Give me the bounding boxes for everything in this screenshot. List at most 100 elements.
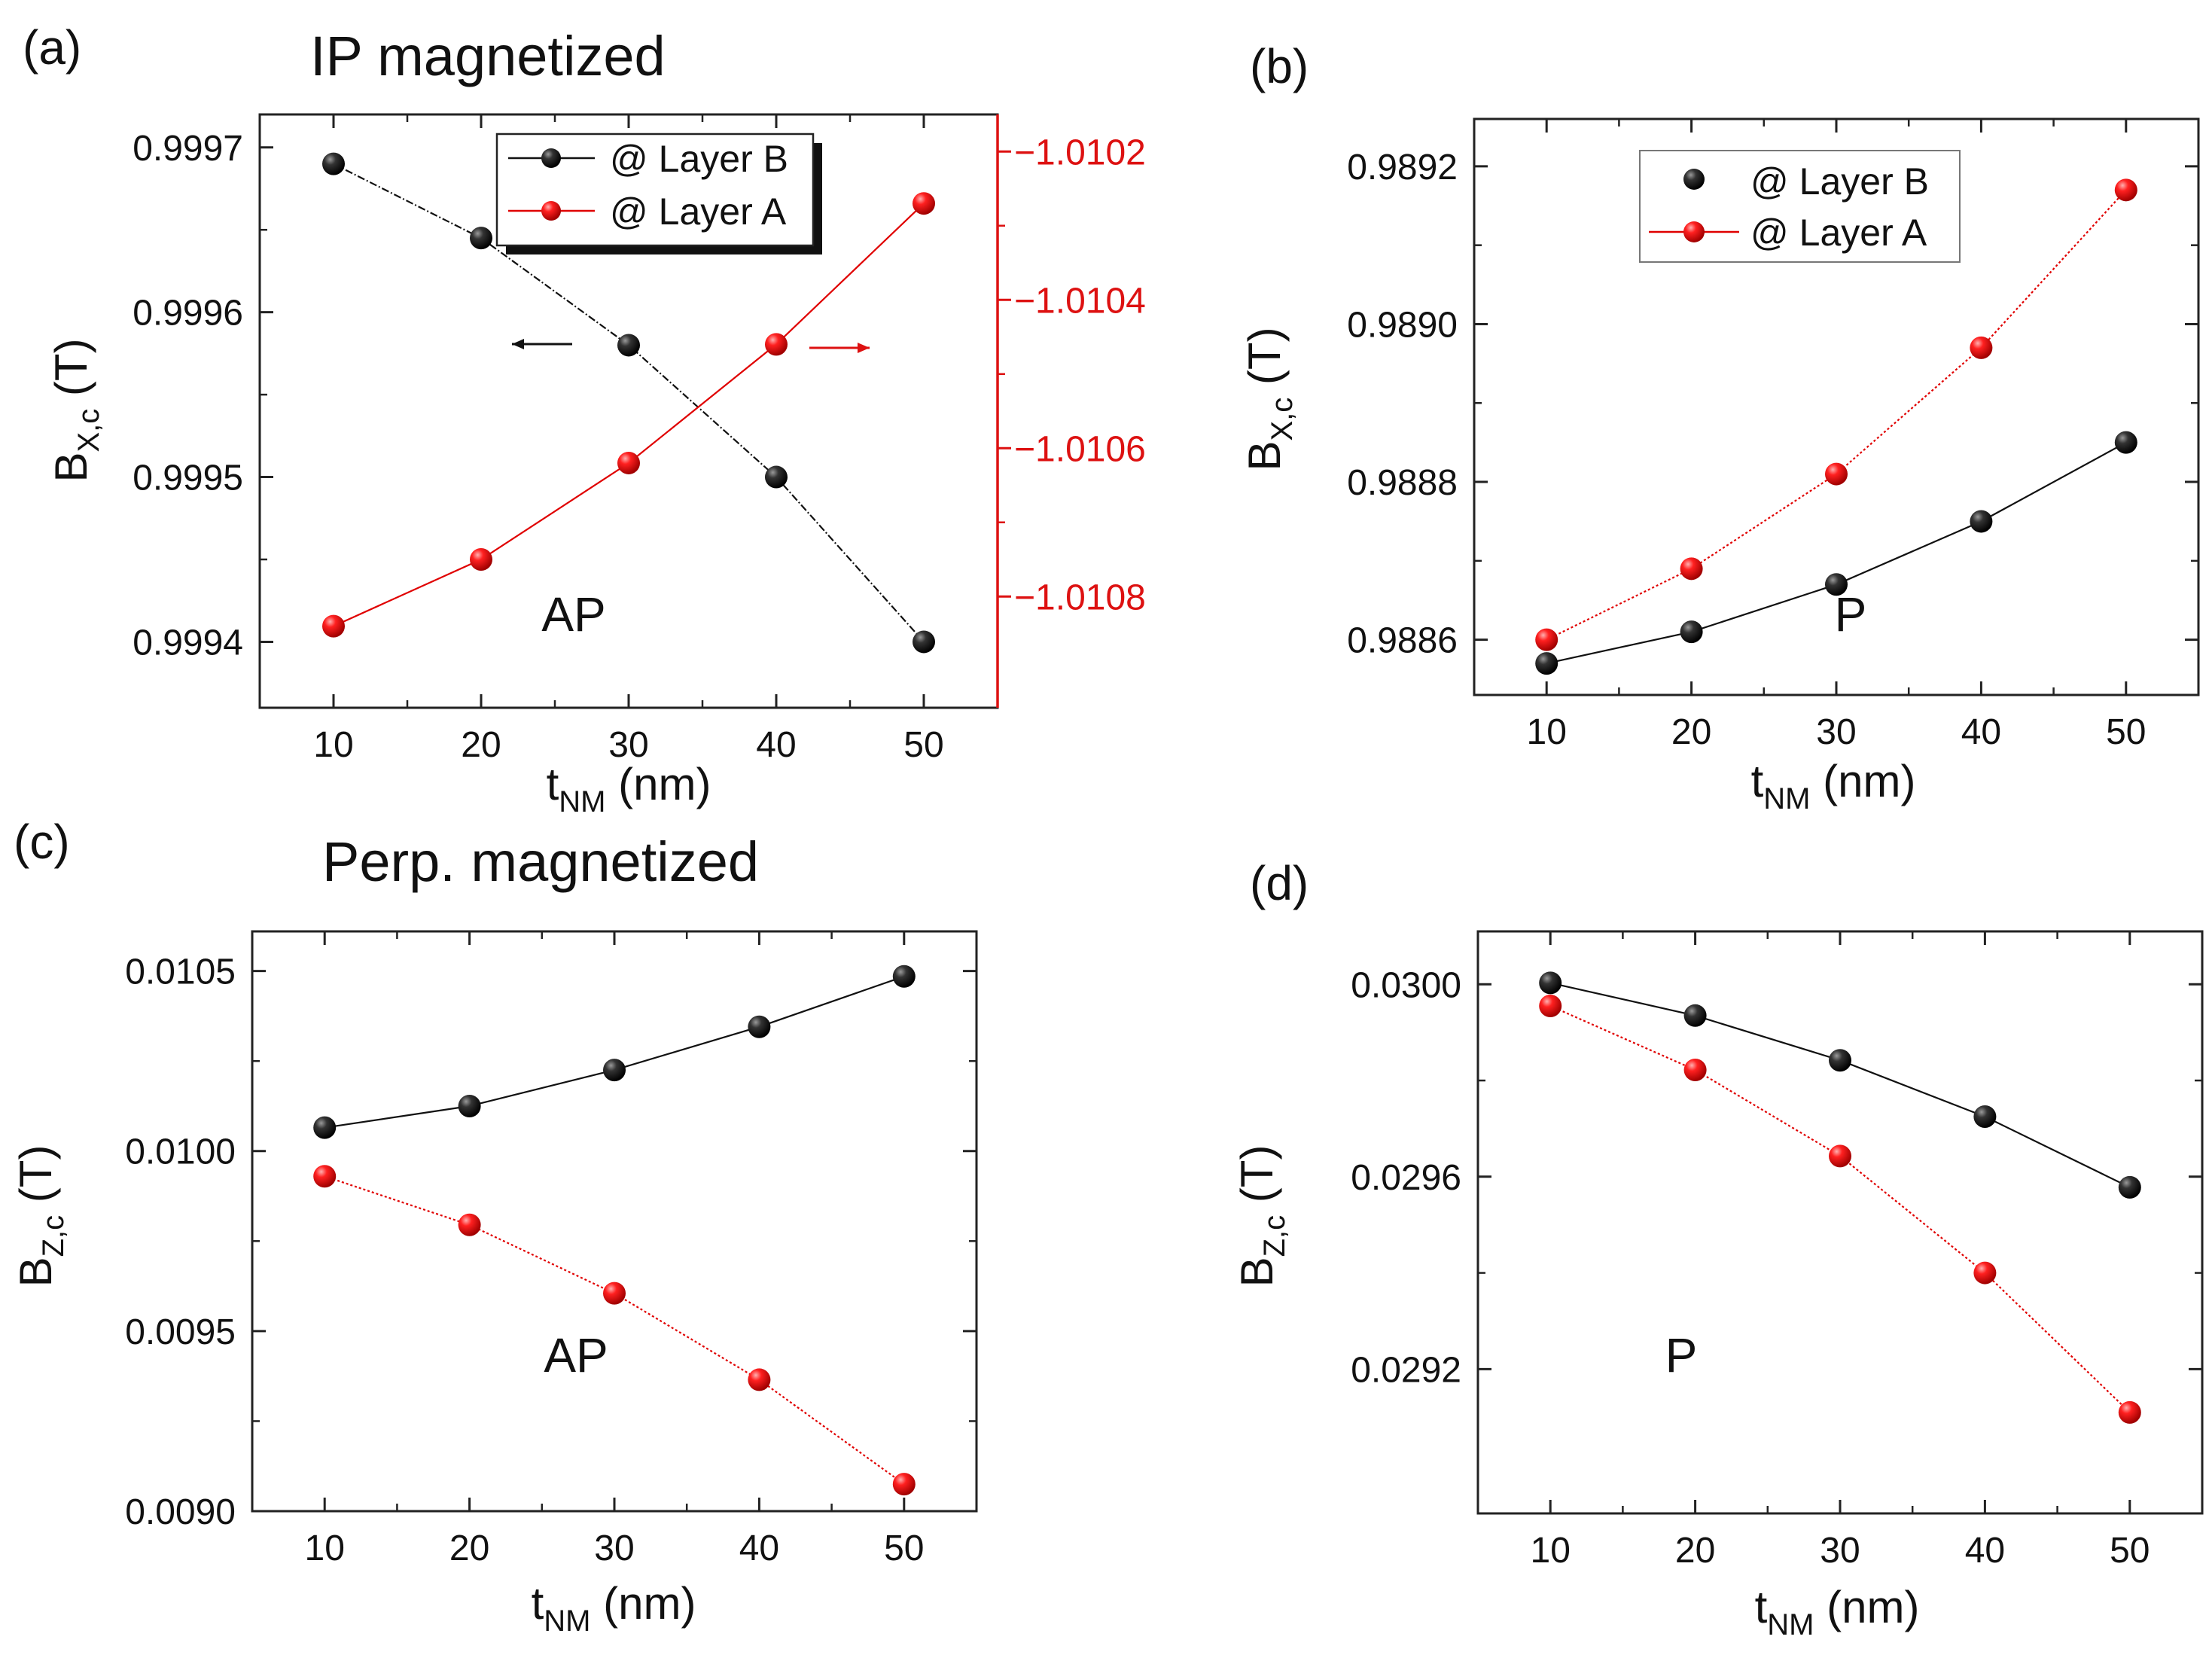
layer-b-point <box>603 1059 626 1082</box>
annotation-text: AP <box>544 1328 608 1382</box>
x-axis-ticks: 10 20 30 40 50 <box>1531 931 2150 1571</box>
x-tick-label: 30 <box>594 1528 634 1568</box>
y-axis-label: BX,c (T) <box>1239 327 1299 471</box>
layer-a-point <box>458 1213 481 1236</box>
x-axis-label: tNM (nm) <box>547 759 711 818</box>
right-axis-arrow <box>809 343 870 353</box>
series-group <box>313 965 916 1496</box>
y2-tick-label: −1.0106 <box>1014 429 1146 469</box>
layer-b-line <box>333 163 925 643</box>
panel-label: (b) <box>1250 39 1309 93</box>
layer-a-point <box>617 451 640 474</box>
y-tick-label: 0.0105 <box>125 952 236 992</box>
y2-tick-label: −1.0108 <box>1014 578 1146 617</box>
layer-a-line <box>324 1175 905 1485</box>
x-axis-ticks: 10 20 30 40 50 <box>313 114 944 765</box>
layer-a-point <box>1970 336 1993 359</box>
layer-a-point <box>322 614 345 638</box>
layer-b-point <box>313 1116 337 1139</box>
layer-b-point <box>1539 971 1562 995</box>
layer-b-point <box>2114 431 2137 454</box>
layer-b-point <box>322 152 345 175</box>
layer-b-point <box>892 965 916 988</box>
layer-b-point <box>1683 1004 1707 1027</box>
legend-label-layer-b: @ Layer B <box>1750 160 1929 203</box>
y2-tick-label: −1.0102 <box>1014 133 1146 172</box>
layer-b-point <box>1825 573 1848 596</box>
x-tick-label: 40 <box>1965 1531 2005 1571</box>
plot-frame <box>251 930 978 1513</box>
panel-b: (b) 10 20 30 40 50 0.98860.98880.98900.9892 … <box>1239 39 2200 815</box>
layer-b-point <box>1680 620 1703 644</box>
y-tick-label: 0.9890 <box>1347 305 1458 345</box>
layer-a-point <box>1973 1261 1997 1285</box>
x-tick-label: 50 <box>2110 1531 2150 1571</box>
x-tick-label: 40 <box>756 725 796 765</box>
legend-marker-red <box>1683 221 1705 242</box>
y2-tick-label: −1.0104 <box>1014 281 1146 321</box>
panel-title: IP magnetized <box>310 25 666 87</box>
panel-label: (a) <box>23 20 81 75</box>
y-axis-label: BX,c (T) <box>46 338 105 482</box>
panel-c: (c) Perp. magnetized 10 20 30 40 50 0.00900.… <box>11 815 978 1638</box>
x-tick-label: 20 <box>1675 1531 1715 1571</box>
x-axis-ticks: 10 20 30 40 50 <box>305 931 924 1568</box>
series-group <box>1535 178 2137 675</box>
layer-b-point <box>458 1094 481 1117</box>
x-tick-label: 50 <box>903 725 943 765</box>
layer-b-point <box>765 465 788 489</box>
annotation-text: P <box>1665 1328 1698 1382</box>
x-tick-label: 30 <box>1816 712 1856 752</box>
layer-a-point <box>748 1368 771 1391</box>
x-tick-label: 20 <box>449 1528 489 1568</box>
layer-a-point <box>313 1165 337 1188</box>
x-tick-label: 10 <box>1527 712 1567 752</box>
annotation-text: P <box>1835 587 1867 642</box>
y-tick-label: 0.0300 <box>1351 965 1461 1005</box>
layer-b-point <box>1970 510 1993 533</box>
x-tick-label: 50 <box>2106 712 2146 752</box>
y-axis-ticks: 0.9886 0.9888 0.9890 0.9892 <box>1347 148 2198 661</box>
panel-title: Perp. magnetized <box>322 830 759 893</box>
legend-label-layer-a: @ Layer A <box>1750 212 1927 254</box>
legend: @ Layer B @ Layer A <box>495 133 822 254</box>
y-tick-label: 0.9995 <box>133 459 243 498</box>
layer-a-point <box>765 333 788 356</box>
layer-a-point <box>1539 995 1562 1018</box>
x-axis-label: tNM (nm) <box>532 1578 696 1638</box>
x-tick-label: 10 <box>313 725 353 765</box>
y-tick-label: 0.9888 <box>1347 463 1458 503</box>
left-axis-arrow <box>512 339 572 349</box>
layer-a-point <box>1535 628 1558 651</box>
layer-a-point <box>1825 462 1848 486</box>
y-axis-ticks: 0.0292 0.0296 0.0300 <box>1351 965 2202 1390</box>
layer-b-point <box>617 334 640 357</box>
panel-a: (a) IP magnetized 10 20 30 40 50 0.99940.999… <box>23 20 1146 818</box>
x-tick-label: 20 <box>1671 712 1711 752</box>
x-axis-ticks: 10 20 30 40 50 <box>1527 119 2146 752</box>
y-tick-label: 0.0292 <box>1351 1350 1461 1390</box>
x-tick-label: 30 <box>608 725 648 765</box>
y-tick-label: 0.9997 <box>133 129 243 169</box>
y-tick-label: 0.9994 <box>133 623 243 663</box>
x-axis-label: tNM (nm) <box>1751 756 1916 815</box>
x-tick-label: 10 <box>1531 1531 1571 1571</box>
layer-a-point <box>913 192 935 215</box>
x-tick-label: 40 <box>739 1528 779 1568</box>
layer-b-point <box>748 1015 771 1038</box>
series-group <box>322 152 935 654</box>
x-tick-label: 40 <box>1961 712 2001 752</box>
legend-marker-red <box>541 201 561 221</box>
plot-frame <box>1476 930 2204 1515</box>
legend-label-layer-b: @ Layer B <box>610 138 788 180</box>
layer-b-point <box>2118 1175 2141 1199</box>
layer-a-point <box>1829 1144 1851 1168</box>
layer-a-point <box>2118 1400 2141 1424</box>
y-tick-label: 0.9892 <box>1347 148 1458 187</box>
legend-marker-black <box>1683 169 1705 190</box>
x-tick-label: 50 <box>884 1528 924 1568</box>
layer-a-point <box>603 1282 626 1305</box>
layer-b-point <box>913 630 935 654</box>
layer-b-point <box>470 227 492 250</box>
